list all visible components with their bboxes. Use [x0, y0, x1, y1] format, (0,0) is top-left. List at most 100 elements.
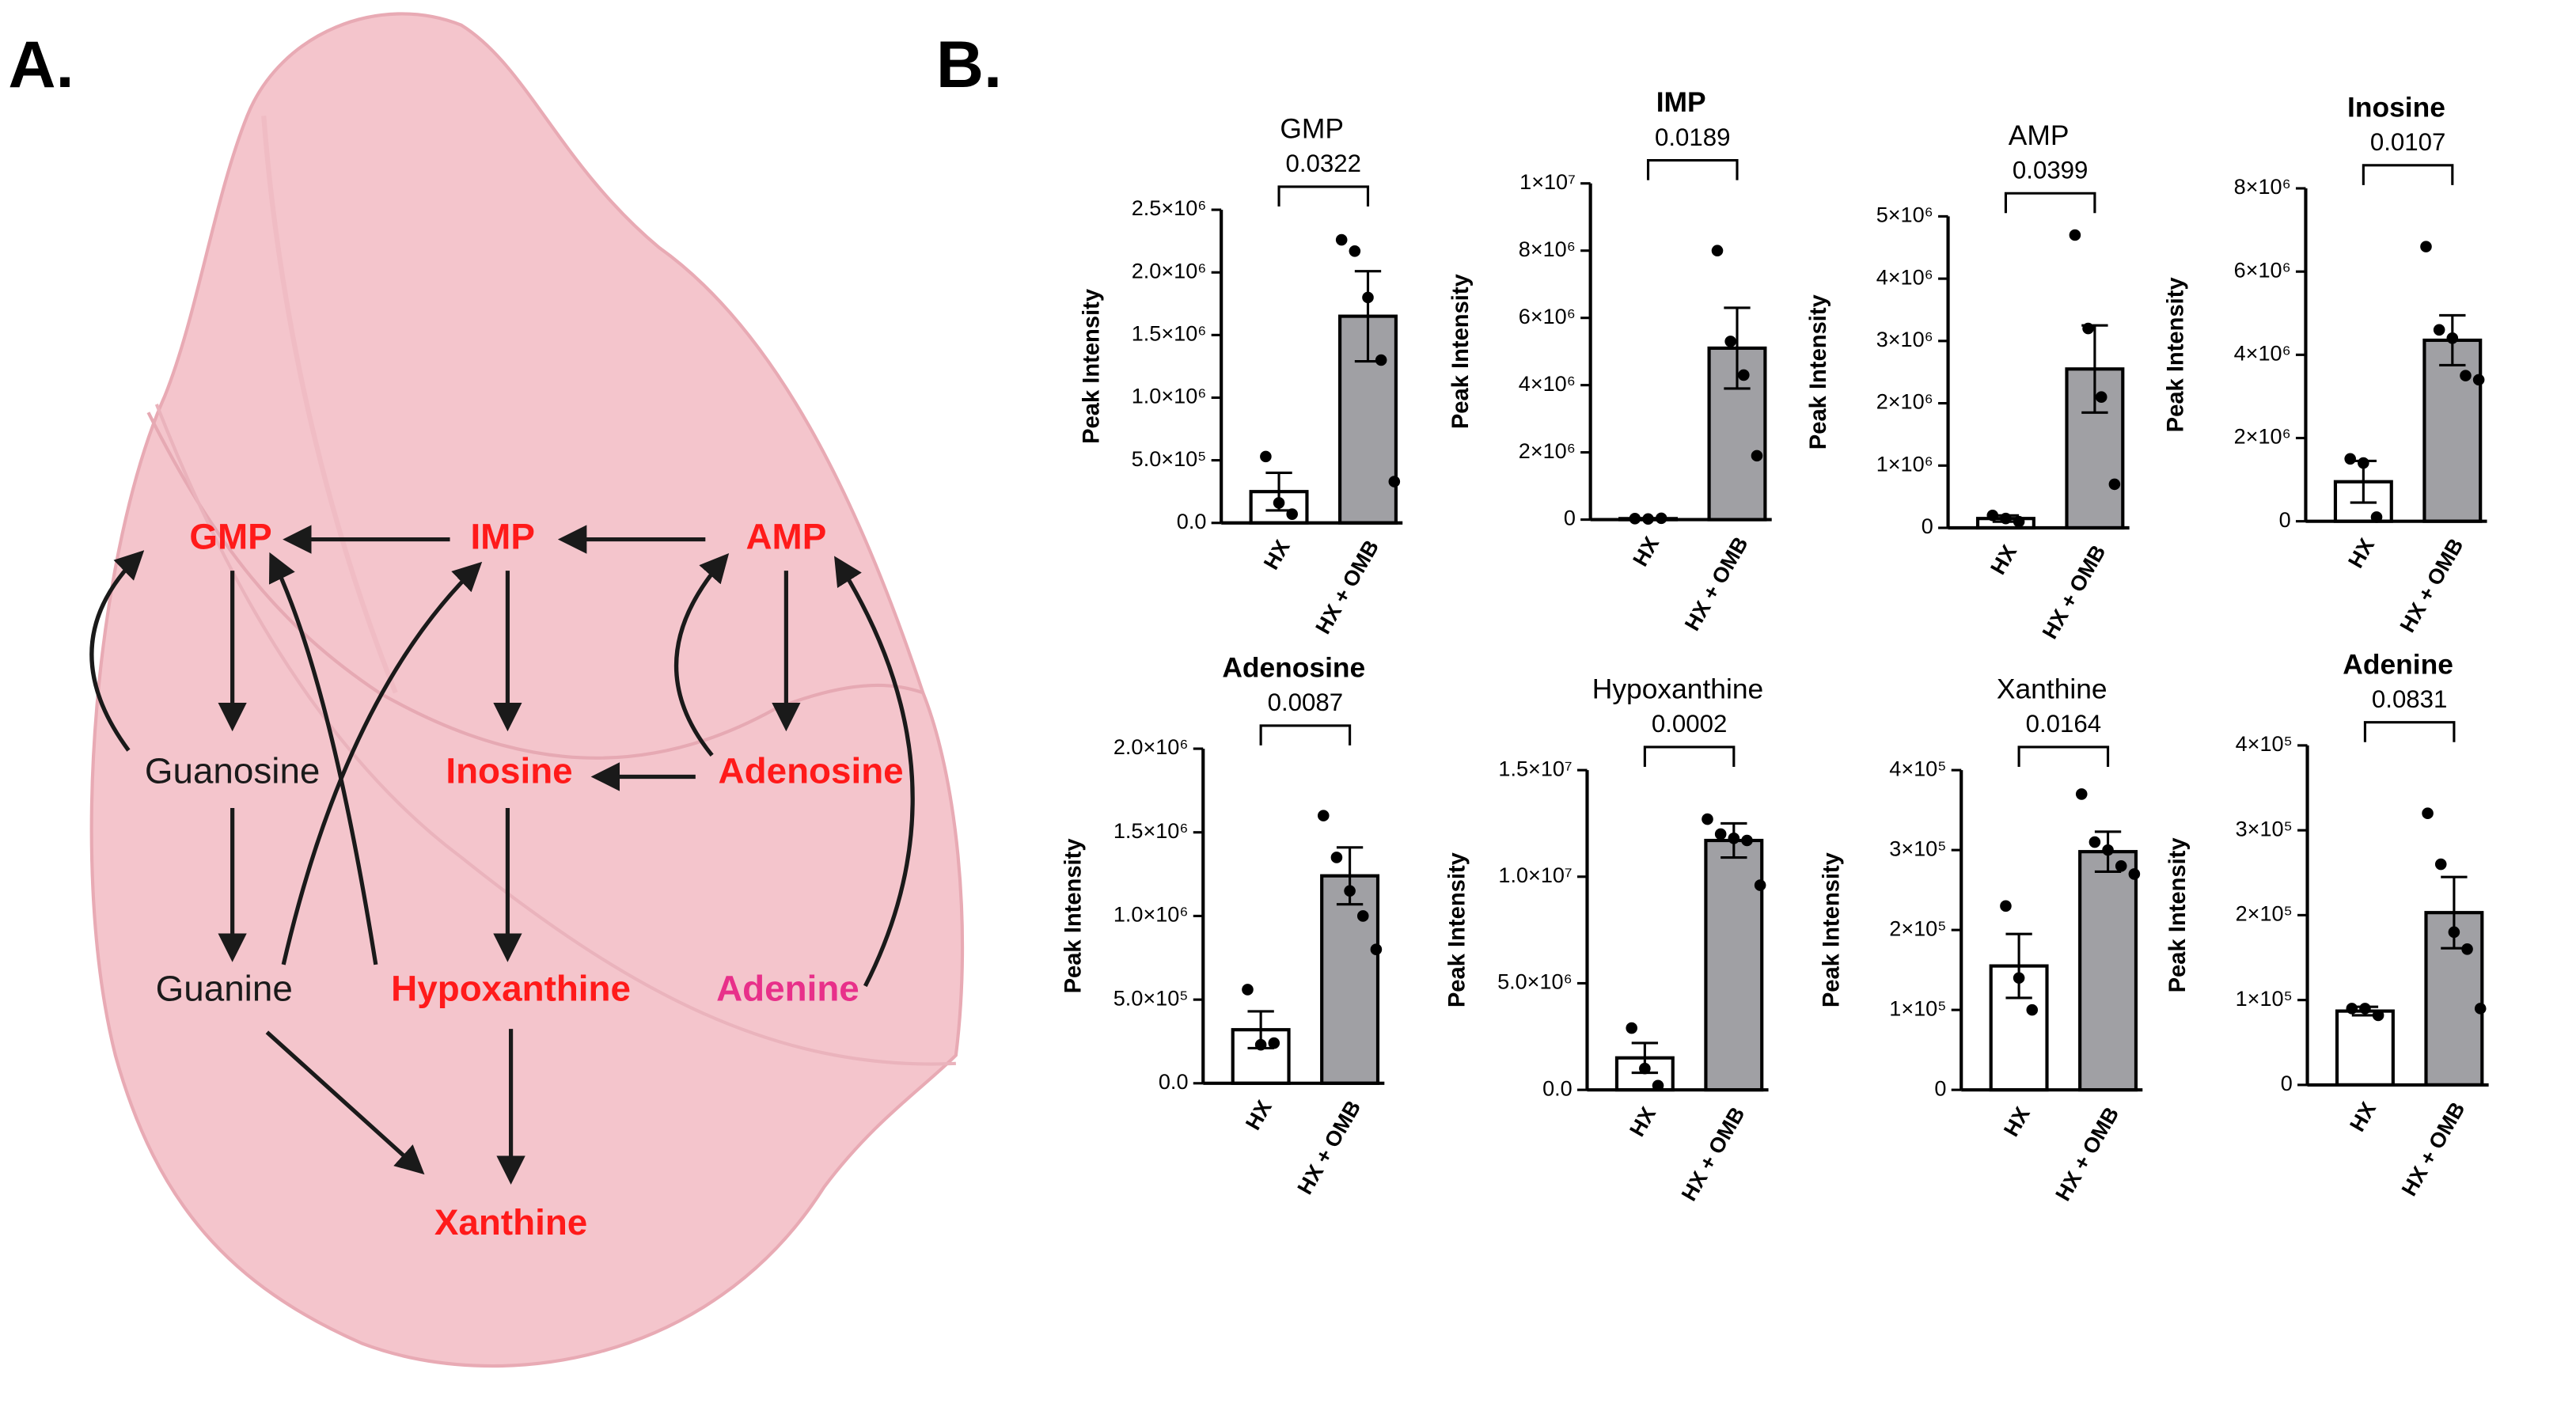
- y-tick-label: 1.0×10⁶: [1132, 384, 1207, 408]
- y-tick-label: 1×10⁷: [1519, 169, 1576, 194]
- data-point: [2433, 324, 2445, 336]
- p-value: 0.0107: [2370, 128, 2445, 156]
- data-point: [1286, 508, 1298, 520]
- data-point: [1986, 509, 1999, 522]
- y-axis-label: Peak Intensity: [2164, 277, 2189, 433]
- p-value: 0.0322: [1286, 150, 1362, 177]
- data-point: [2461, 943, 2473, 955]
- data-point: [2420, 241, 2432, 252]
- data-point: [2358, 457, 2369, 469]
- data-point: [2372, 1009, 2384, 1022]
- y-tick-label: 2×10⁵: [2236, 901, 2293, 926]
- data-point: [1639, 1062, 1651, 1075]
- y-tick-label: 5.0×10⁵: [1132, 446, 1207, 471]
- y-tick-label: 2.0×10⁶: [1132, 258, 1207, 283]
- data-point: [1728, 833, 1740, 844]
- y-tick-label: 1.5×10⁶: [1132, 321, 1207, 346]
- y-tick-label: 6×10⁶: [2234, 257, 2291, 282]
- y-tick-label: 1×10⁶: [1876, 451, 1933, 476]
- data-point: [1714, 828, 1727, 840]
- pathway-node: AMP: [745, 517, 826, 557]
- y-tick-label: 4×10⁵: [1889, 756, 1946, 780]
- bar-chart: Adenine Peak Intensity 0 1×10⁵ 2×10⁵ 3×10⁵ 4×1…: [2165, 648, 2489, 1200]
- bar-chart: AMP Peak Intensity 0 1×10⁶ 2×10⁶ 3×10⁶ 4×10⁶ 5×…: [1806, 119, 2130, 643]
- y-tick-label: 2×10⁶: [2234, 424, 2291, 449]
- pathway-node: Hypoxanthine: [391, 968, 631, 1008]
- data-point: [1754, 879, 1766, 891]
- chart-title: IMP: [1656, 86, 1706, 118]
- bar: [2422, 338, 2483, 523]
- data-point: [2013, 515, 2025, 528]
- bar: [2078, 850, 2138, 1092]
- significance-bracket: [2362, 164, 2454, 185]
- y-tick-label: 4×10⁵: [2236, 731, 2293, 756]
- y-tick-label: 8×10⁶: [2234, 174, 2291, 199]
- y-tick-label: 8×10⁶: [1519, 237, 1576, 261]
- data-point: [1242, 984, 1254, 996]
- y-axis-label: Peak Intensity: [1445, 852, 1470, 1007]
- pathway-node: Xanthine: [434, 1202, 587, 1242]
- data-point: [1254, 1038, 1267, 1051]
- chart-title: GMP: [1280, 112, 1344, 144]
- data-point: [2000, 512, 2012, 525]
- pathway-nodes: GMP IMP AMP Guanosine Inosine Adenosine Guanin…: [145, 517, 904, 1242]
- y-tick-label: 4×10⁶: [1876, 264, 1933, 289]
- x-tick-label: HX: [2345, 1098, 2381, 1136]
- bar-chart: IMP Peak Intensity 0 2×10⁶ 4×10⁶ 6×10⁶ 8×10⁶ 1×…: [1448, 86, 1772, 635]
- y-axis-label: Peak Intensity: [1061, 838, 1087, 994]
- data-point: [2088, 836, 2101, 848]
- data-point: [2082, 322, 2094, 335]
- data-point: [1738, 369, 1750, 381]
- p-value: 0.0831: [2372, 685, 2447, 713]
- pathway-node: Inosine: [446, 750, 572, 791]
- y-tick-label: 4×10⁶: [2234, 340, 2291, 365]
- y-tick-label: 5×10⁶: [1876, 203, 1933, 227]
- x-tick-label: HX + OMB: [1679, 533, 1753, 635]
- y-tick-label: 6×10⁶: [1519, 304, 1576, 328]
- data-point: [2108, 478, 2121, 491]
- y-tick-label: 0: [1934, 1075, 1946, 1100]
- y-tick-label: 2.5×10⁶: [1132, 195, 1207, 220]
- data-point: [2069, 229, 2081, 241]
- charts: GMP Peak Intensity 0.0 5.0×10⁵ 1.0×10⁶ 1.5×10…: [1061, 86, 2489, 1205]
- significance-bracket: [1277, 185, 1370, 207]
- y-tick-label: 5.0×10⁵: [1113, 985, 1189, 1010]
- y-tick-label: 3×10⁵: [1889, 836, 1946, 860]
- y-axis-label: Peak Intensity: [1819, 852, 1844, 1007]
- chart-title: Adenosine: [1222, 651, 1365, 683]
- y-tick-label: 0.0: [1177, 509, 1207, 533]
- y-tick-label: 4×10⁶: [1519, 371, 1576, 396]
- data-point: [1268, 1037, 1280, 1049]
- x-tick-label: HX: [1240, 1096, 1277, 1134]
- significance-bracket: [2004, 192, 2096, 214]
- data-point: [2422, 807, 2434, 819]
- panel-label: B.: [936, 28, 1002, 101]
- chart-title: Hypoxanthine: [1592, 673, 1763, 705]
- y-axis-label: Peak Intensity: [2165, 837, 2191, 993]
- data-point: [1702, 813, 1713, 825]
- data-point: [1724, 336, 1736, 347]
- p-value: 0.0164: [2026, 710, 2101, 738]
- y-tick-label: 1.5×10⁷: [1498, 756, 1572, 780]
- y-tick-label: 1.0×10⁶: [1113, 902, 1189, 927]
- data-point: [2446, 332, 2459, 344]
- data-point: [2434, 858, 2447, 871]
- y-tick-label: 1.0×10⁷: [1498, 863, 1572, 887]
- data-point: [1741, 834, 1753, 847]
- x-tick-label: HX + OMB: [2037, 541, 2111, 643]
- data-point: [2013, 972, 2025, 984]
- data-point: [1711, 245, 1724, 257]
- y-tick-label: 0.0: [1159, 1069, 1189, 1094]
- error-bar: [1724, 306, 1751, 390]
- data-point: [2460, 370, 2472, 381]
- y-axis-label: Peak Intensity: [1079, 288, 1104, 444]
- significance-bracket: [1646, 159, 1739, 180]
- data-point: [1260, 450, 1272, 463]
- bar-chart: Xanthine Peak Intensity 0 1×10⁵ 2×10⁵ 3×10⁵ 4×…: [1819, 673, 2143, 1205]
- data-point: [2128, 868, 2141, 880]
- data-point: [1273, 497, 1285, 509]
- data-point: [1375, 354, 1387, 366]
- data-point: [2346, 1003, 2358, 1015]
